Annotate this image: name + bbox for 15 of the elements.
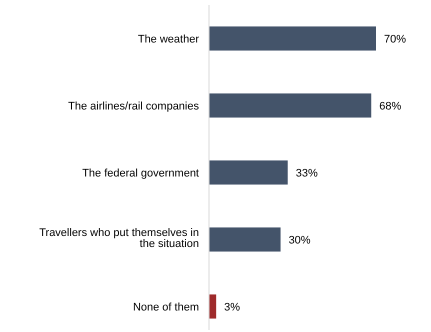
bar <box>209 93 372 118</box>
bar <box>209 26 376 51</box>
data-label: 30% <box>288 234 311 246</box>
bar <box>209 160 288 185</box>
bar <box>209 294 216 319</box>
data-label: 70% <box>384 33 406 46</box>
data-label: 33% <box>296 167 318 180</box>
data-label: 68% <box>379 100 402 112</box>
y-tick-label: The federal government <box>82 167 199 180</box>
y-tick-label: None of them <box>132 301 199 314</box>
y-tick-label: Travellers who put themselves in the situation <box>39 226 199 250</box>
y-tick-label: The airlines/rail companies <box>68 100 200 112</box>
y-tick-label: The weather <box>138 33 200 46</box>
bar <box>209 227 281 252</box>
data-label: 3% <box>224 301 240 314</box>
